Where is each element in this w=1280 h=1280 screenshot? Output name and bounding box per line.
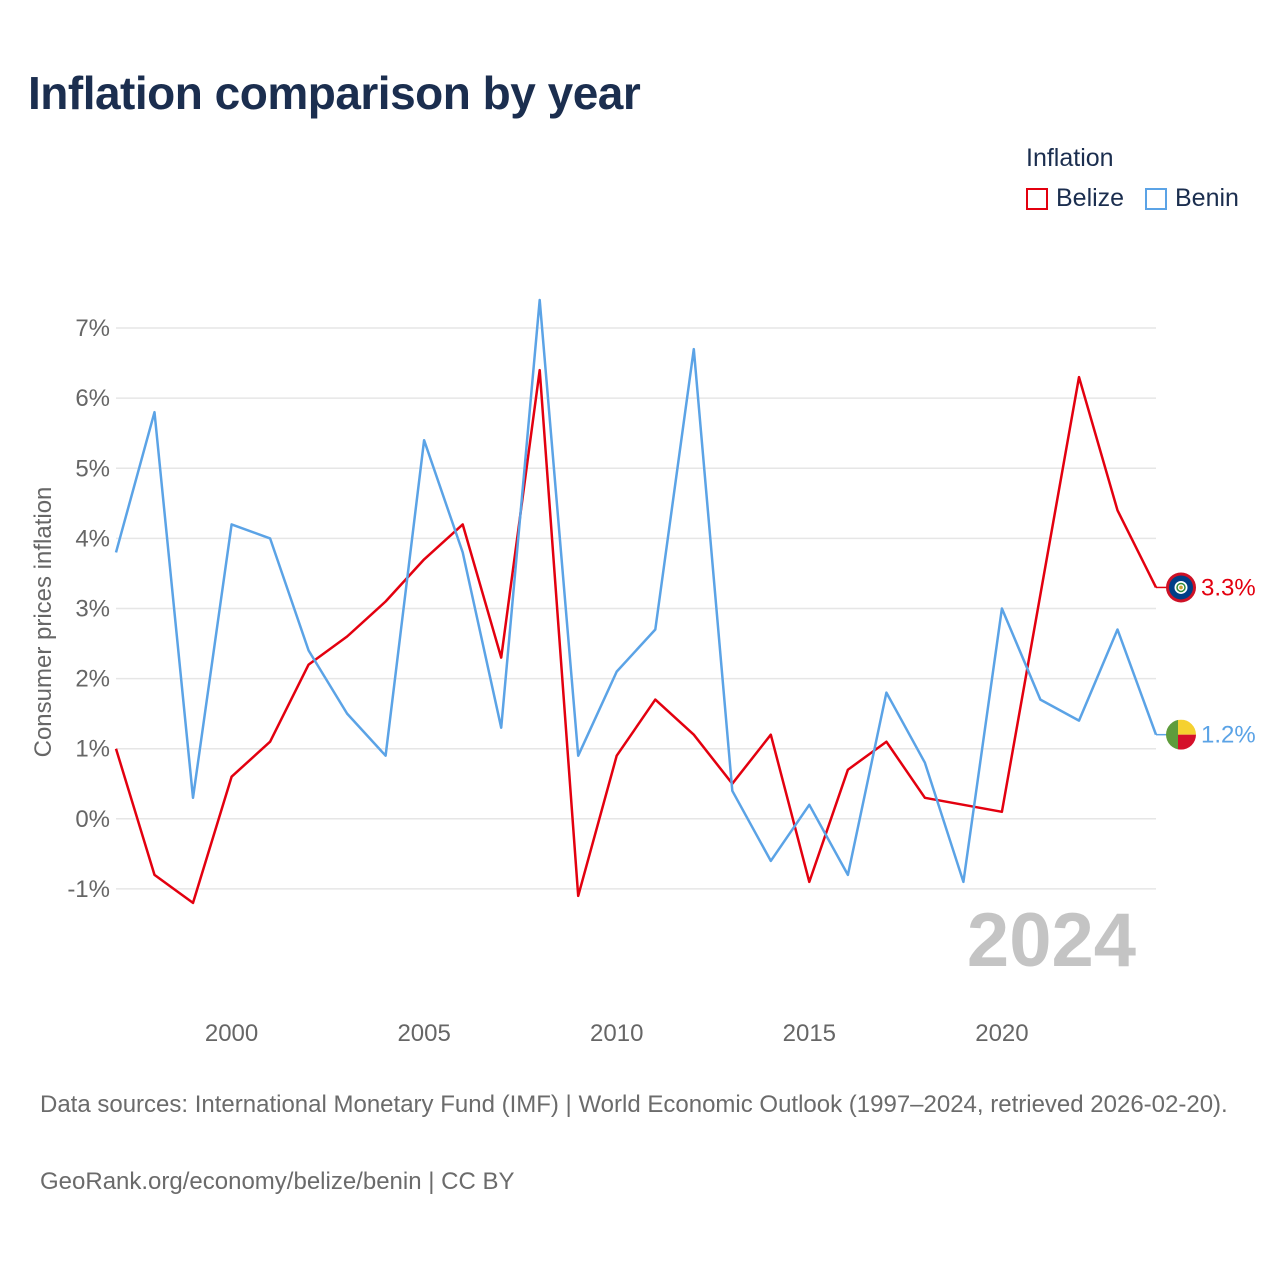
y-tick-label: 4% xyxy=(75,525,110,552)
legend-item-benin[interactable]: Benin xyxy=(1145,184,1239,213)
footer-credit: GeoRank.org/economy/belize/benin | CC BY xyxy=(40,1168,515,1195)
legend-swatch-benin xyxy=(1145,187,1167,210)
y-tick-label: -1% xyxy=(67,876,110,903)
series-lines xyxy=(114,298,1158,905)
x-tick-label: 2010 xyxy=(590,1020,643,1047)
x-tick-label: 2015 xyxy=(783,1020,836,1047)
y-tick-label: 3% xyxy=(75,595,110,622)
x-tick-label: 2020 xyxy=(975,1020,1028,1047)
y-tick-label: 7% xyxy=(75,315,110,342)
y-axis-ticks: -1% 0% 1% 2% 3% 4% 5% 6% 7% xyxy=(67,315,110,903)
year-watermark: 2024 xyxy=(967,898,1136,983)
grid-lines xyxy=(116,327,1156,890)
series-line-benin[interactable] xyxy=(114,298,1158,884)
y-tick-label: 5% xyxy=(75,455,110,482)
series-end-markers: 3.3% 1.2% xyxy=(1156,572,1256,750)
end-value-label-belize: 3.3% xyxy=(1201,574,1256,601)
y-tick-label: 6% xyxy=(75,385,110,412)
legend-label-benin: Benin xyxy=(1175,184,1239,212)
legend-item-belize[interactable]: Belize xyxy=(1026,184,1124,213)
legend-title: Inflation xyxy=(1026,144,1114,172)
belize-flag-icon xyxy=(1166,572,1196,603)
x-tick-label: 2000 xyxy=(205,1020,258,1047)
y-tick-label: 2% xyxy=(75,666,110,693)
legend-swatch-belize xyxy=(1026,187,1048,210)
benin-flag-icon xyxy=(1166,719,1196,750)
chart-title: Inflation comparison by year xyxy=(28,67,641,119)
y-tick-label: 1% xyxy=(75,736,110,763)
x-tick-label: 2005 xyxy=(397,1020,450,1047)
footer-source: Data sources: International Monetary Fun… xyxy=(40,1091,1228,1118)
x-axis-ticks: 2000 2005 2010 2015 2020 xyxy=(205,1020,1029,1047)
legend-label-belize: Belize xyxy=(1056,184,1125,212)
y-axis-label: Consumer prices inflation xyxy=(30,487,57,758)
end-value-label-benin: 1.2% xyxy=(1201,722,1256,749)
y-tick-label: 0% xyxy=(75,806,110,833)
line-chart: -1% 0% 1% 2% 3% 4% 5% 6% 7% 2000 2005 2010 2015 2020… xyxy=(30,298,1256,1047)
series-line-belize[interactable] xyxy=(114,368,1158,905)
